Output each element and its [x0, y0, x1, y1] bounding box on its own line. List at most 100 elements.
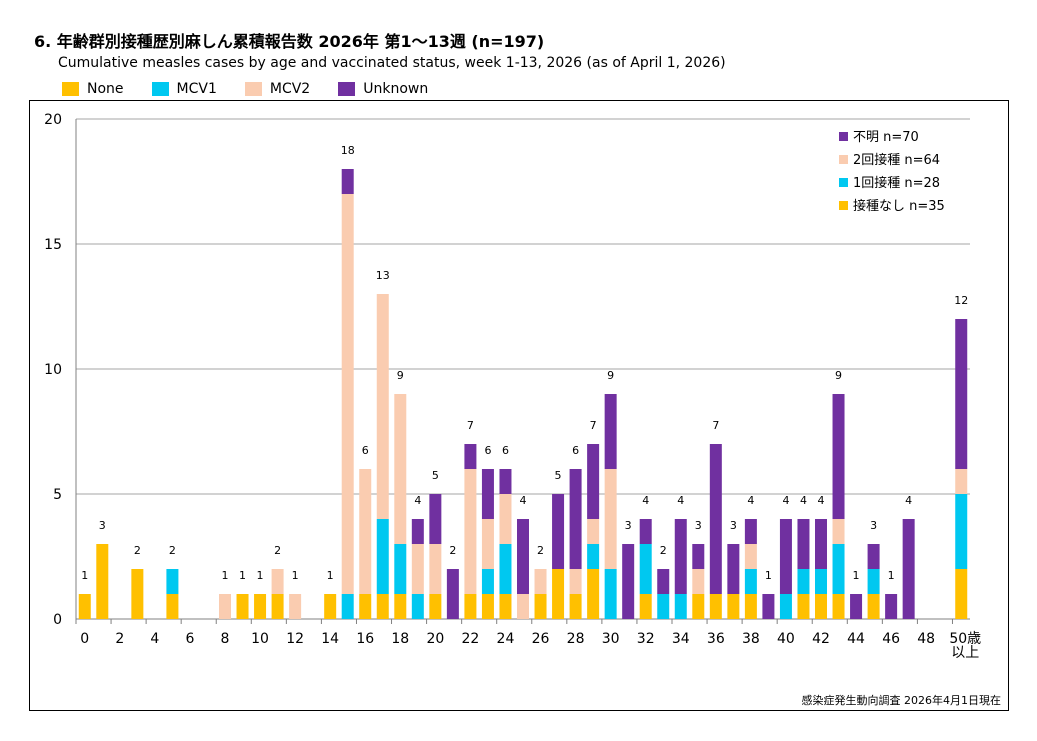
bar-total-label: 7: [467, 419, 474, 432]
bar-total-label: 1: [853, 569, 860, 582]
bar-segment-none: [429, 594, 442, 619]
x-tick-label: 16: [356, 631, 374, 647]
bar-segment-none: [359, 594, 372, 619]
bar-total-label: 3: [695, 519, 702, 532]
bar-segment-mcv2: [341, 194, 354, 594]
bar-segment-mcv1: [394, 544, 407, 594]
bar-segment-mcv1: [674, 594, 687, 619]
bar-segment-mcv2: [955, 469, 968, 494]
bar-total-label: 3: [625, 519, 632, 532]
x-tick-label: 32: [637, 631, 655, 647]
bar-segment-unknown: [481, 469, 494, 519]
inner-legend-swatch: [839, 132, 848, 141]
bar-segment-mcv1: [815, 569, 827, 594]
x-tick-label: 18: [391, 631, 409, 647]
bar-segment-unknown: [744, 519, 757, 544]
bar-total-label: 2: [537, 544, 544, 557]
bar-total-label: 7: [712, 419, 719, 432]
bar-total-label: 7: [590, 419, 597, 432]
bar-total-label: 3: [870, 519, 877, 532]
bar-segment-unknown: [499, 469, 512, 494]
legend-label-unknown: Unknown: [363, 81, 429, 97]
bar-segment-mcv2: [394, 394, 407, 544]
bar-segment-none: [271, 594, 284, 619]
bar-segment-unknown: [411, 519, 424, 544]
bar-segment-mcv2: [481, 519, 494, 569]
x-tick-label: 40: [777, 631, 795, 647]
bar-segment-mcv1: [955, 494, 968, 569]
bar-segment-none: [727, 594, 740, 619]
inner-legend-label: 2回接種 n=64: [853, 152, 940, 168]
x-tick-label: 22: [461, 631, 479, 647]
bar-segment-unknown: [552, 494, 565, 569]
bar-segment-mcv2: [569, 569, 582, 594]
bar-segment-none: [534, 594, 547, 619]
bar-segment-mcv2: [464, 469, 477, 594]
chart-frame: [29, 100, 1009, 711]
x-tick-label: 6: [185, 631, 194, 647]
x-tick-label-last: 以上: [951, 645, 979, 661]
bar-total-label: 2: [449, 544, 456, 557]
bar-total-label: 1: [222, 569, 229, 582]
bar-segment-unknown: [885, 594, 898, 619]
bar-segment-mcv2: [376, 294, 389, 519]
bar-total-label: 4: [905, 494, 912, 507]
bar-total-label: 4: [642, 494, 649, 507]
bar-segment-none: [131, 569, 144, 619]
bar-total-label: 2: [134, 544, 141, 557]
bar-segment-mcv2: [587, 519, 600, 544]
bar-total-label: 18: [341, 144, 355, 157]
bar-segment-none: [166, 594, 179, 619]
legend-label-none: None: [87, 81, 124, 97]
bar-segment-mcv1: [499, 544, 512, 594]
bar-segment-none: [464, 594, 477, 619]
bar-segment-unknown: [341, 169, 354, 194]
bar-segment-mcv2: [429, 544, 442, 594]
bar-segment-unknown: [955, 319, 968, 469]
x-tick-label: 48: [917, 631, 935, 647]
bar-segment-mcv2: [271, 569, 284, 594]
bar-segment-unknown: [797, 519, 810, 569]
source-note: 感染症発生動向調査 2026年4月1日現在: [801, 694, 1002, 707]
bar-total-label: 4: [747, 494, 754, 507]
x-tick-label: 38: [742, 631, 760, 647]
y-tick-label: 10: [44, 362, 62, 378]
x-tick-label: 34: [672, 631, 690, 647]
y-tick-label: 15: [44, 237, 62, 253]
bar-segment-none: [96, 544, 109, 619]
bar-total-label: 6: [502, 444, 509, 457]
bar-segment-mcv1: [376, 519, 389, 594]
x-tick-label: 46: [882, 631, 900, 647]
bar-total-label: 4: [677, 494, 684, 507]
bar-segment-unknown: [604, 394, 617, 469]
bar-segment-unknown: [657, 569, 670, 594]
bar-segment-unknown: [429, 494, 442, 544]
bar-segment-mcv2: [359, 469, 372, 594]
bar-segment-unknown: [446, 569, 459, 619]
top-legend-item-mcv2: MCV2: [244, 81, 310, 97]
bar-segment-none: [797, 594, 810, 619]
bar-segment-unknown: [692, 544, 705, 569]
bar-total-label: 1: [292, 569, 299, 582]
bar-total-label: 4: [818, 494, 825, 507]
bar-segment-mcv1: [587, 544, 600, 569]
bar-segment-mcv2: [744, 544, 757, 569]
bar-segment-none: [481, 594, 494, 619]
bar-segment-unknown: [902, 519, 915, 619]
bar-segment-unknown: [639, 519, 652, 544]
inner-legend-swatch: [839, 178, 848, 187]
bar-segment-mcv1: [797, 569, 810, 594]
bar-segment-unknown: [867, 544, 880, 569]
inner-legend-label: 接種なし n=35: [853, 198, 945, 214]
y-tick-label: 0: [53, 612, 62, 628]
bar-segment-unknown: [587, 444, 600, 519]
bar-segment-none: [499, 594, 512, 619]
bar-segment-mcv2: [219, 594, 231, 619]
bar-segment-none: [955, 569, 968, 619]
bar-total-label: 13: [376, 269, 390, 282]
bar-total-label: 1: [765, 569, 772, 582]
bar-total-label: 2: [169, 544, 176, 557]
legend-swatch-mcv2: [244, 82, 262, 96]
bar-total-label: 1: [327, 569, 334, 582]
bar-segment-none: [709, 594, 722, 619]
